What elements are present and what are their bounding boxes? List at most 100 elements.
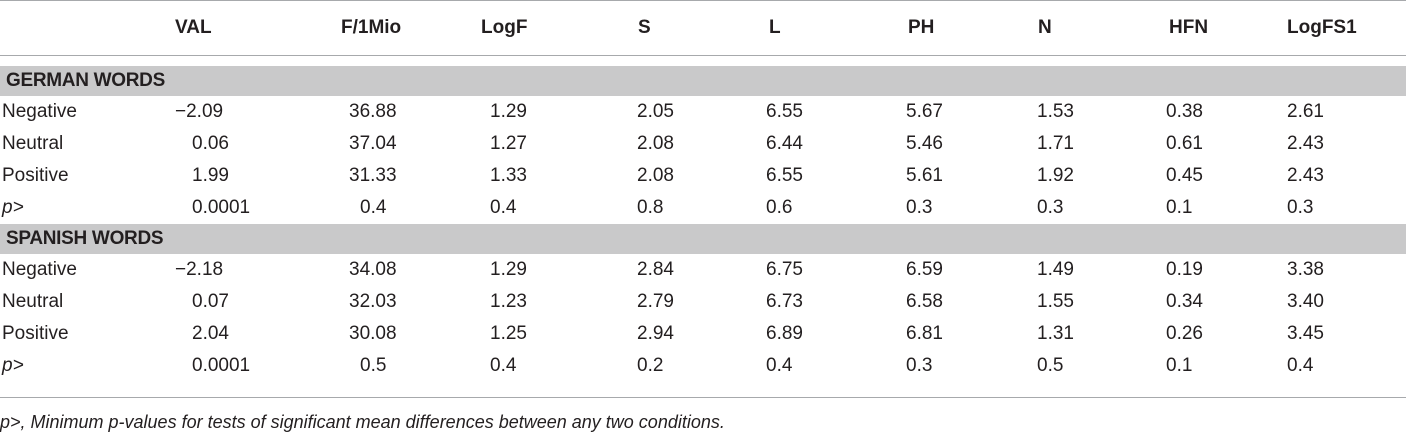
header-cell-empty (0, 0, 165, 56)
header-cell-l: L (758, 0, 898, 56)
cell-l: 6.75 (766, 259, 803, 280)
section-title: GERMAN WORDS (0, 66, 1406, 96)
row-label: p> (2, 197, 24, 218)
row-label: Negative (2, 259, 77, 280)
cell-logfs1: 2.61 (1287, 101, 1324, 122)
cell-ph: 6.58 (906, 291, 943, 312)
cell-s: 2.84 (637, 259, 674, 280)
cell-f1mio: 32.03 (349, 291, 397, 312)
table-footnote: p>, Minimum p-values for tests of signif… (0, 397, 1406, 433)
cell-n: 0.3 (1037, 197, 1064, 218)
row-label: Neutral (2, 291, 64, 312)
table-row: Neutral 0.07 32.03 1.23 2.79 6.73 6.58 1… (0, 286, 1406, 318)
cell-n: 1.92 (1037, 165, 1074, 186)
cell-s: 2.08 (637, 165, 674, 186)
header-cell-f1mio: F/1Mio (335, 0, 481, 56)
cell-s: 2.79 (637, 291, 674, 312)
cell-s: 0.2 (637, 355, 664, 376)
cell-val: 0.0001 (192, 355, 251, 376)
cell-ph: 5.46 (906, 133, 943, 154)
header-cell-val: VAL (165, 0, 335, 56)
table-row: Neutral 0.06 37.04 1.27 2.08 6.44 5.46 1… (0, 128, 1406, 160)
cell-l: 6.73 (766, 291, 803, 312)
header-cell-logf: LogF (481, 0, 627, 56)
header-cell-n: N (1024, 0, 1154, 56)
row-label: Negative (2, 101, 77, 122)
cell-logfs1: 0.4 (1287, 355, 1314, 376)
cell-logf: 0.4 (490, 197, 517, 218)
table-row: Positive 2.04 30.08 1.25 2.94 6.89 6.81 … (0, 318, 1406, 350)
cell-ph: 5.61 (906, 165, 943, 186)
cell-ph: 0.3 (906, 355, 933, 376)
cell-logf: 1.25 (490, 323, 527, 344)
cell-s: 2.05 (637, 101, 674, 122)
header-row: VAL F/1Mio LogF S L PH N HFN LogFS1 (0, 0, 1406, 56)
section-header-spanish: SPANISH WORDS (0, 224, 1406, 254)
cell-n: 1.31 (1037, 323, 1074, 344)
cell-hfn: 0.34 (1166, 291, 1203, 312)
cell-logf: 1.29 (490, 259, 527, 280)
cell-val: 0.0001 (192, 197, 251, 218)
section-title: SPANISH WORDS (0, 224, 1406, 254)
cell-val: 1.99 (192, 165, 229, 186)
header-cell-s: S (627, 0, 758, 56)
header-cell-ph: PH (898, 0, 1024, 56)
cell-logf: 0.4 (490, 355, 517, 376)
cell-l: 6.89 (766, 323, 803, 344)
cell-f1mio: 0.5 (360, 355, 387, 376)
cell-ph: 5.67 (906, 101, 943, 122)
cell-hfn: 0.38 (1166, 101, 1203, 122)
cell-logfs1: 3.38 (1287, 259, 1324, 280)
table-row: Positive 1.99 31.33 1.33 2.08 6.55 5.61 … (0, 160, 1406, 192)
header-cell-hfn: HFN (1154, 0, 1279, 56)
cell-ph: 0.3 (906, 197, 933, 218)
cell-val: 0.06 (192, 133, 229, 154)
cell-l: 6.55 (766, 101, 803, 122)
cell-logf: 1.29 (490, 101, 527, 122)
cell-logfs1: 2.43 (1287, 165, 1324, 186)
cell-hfn: 0.1 (1166, 197, 1193, 218)
cell-hfn: 0.61 (1166, 133, 1203, 154)
table-row: Negative −2.18 34.08 1.29 2.84 6.75 6.59… (0, 254, 1406, 286)
cell-val: −2.09 (175, 101, 224, 122)
cell-n: 1.55 (1037, 291, 1074, 312)
table-row: p> 0.0001 0.5 0.4 0.2 0.4 0.3 0.5 0.1 0.… (0, 350, 1406, 382)
data-table: VAL F/1Mio LogF S L PH N HFN LogFS1 GERM… (0, 0, 1406, 382)
cell-s: 2.94 (637, 323, 674, 344)
table-row: p> 0.0001 0.4 0.4 0.8 0.6 0.3 0.3 0.1 0.… (0, 192, 1406, 224)
cell-f1mio: 31.33 (349, 165, 397, 186)
section-header-german: GERMAN WORDS (0, 66, 1406, 96)
cell-ph: 6.81 (906, 323, 943, 344)
cell-hfn: 0.45 (1166, 165, 1203, 186)
cell-hfn: 0.19 (1166, 259, 1203, 280)
cell-logfs1: 3.45 (1287, 323, 1324, 344)
cell-l: 0.6 (766, 197, 793, 218)
cell-logf: 1.33 (490, 165, 527, 186)
cell-f1mio: 0.4 (360, 197, 387, 218)
cell-logfs1: 0.3 (1287, 197, 1314, 218)
cell-l: 6.44 (766, 133, 803, 154)
cell-f1mio: 34.08 (349, 259, 397, 280)
header-cell-logfs1: LogFS1 (1279, 0, 1406, 56)
cell-n: 1.71 (1037, 133, 1074, 154)
cell-s: 2.08 (637, 133, 674, 154)
cell-logfs1: 2.43 (1287, 133, 1324, 154)
cell-val: −2.18 (175, 259, 224, 280)
row-label: Positive (2, 165, 69, 186)
cell-s: 0.8 (637, 197, 664, 218)
row-label: Positive (2, 323, 69, 344)
cell-n: 1.53 (1037, 101, 1074, 122)
cell-ph: 6.59 (906, 259, 943, 280)
cell-logf: 1.27 (490, 133, 527, 154)
cell-hfn: 0.1 (1166, 355, 1193, 376)
cell-hfn: 0.26 (1166, 323, 1203, 344)
cell-logf: 1.23 (490, 291, 527, 312)
cell-n: 0.5 (1037, 355, 1064, 376)
cell-f1mio: 30.08 (349, 323, 397, 344)
cell-l: 0.4 (766, 355, 793, 376)
cell-f1mio: 37.04 (349, 133, 397, 154)
row-label: p> (2, 355, 24, 376)
cell-logfs1: 3.40 (1287, 291, 1324, 312)
cell-val: 0.07 (192, 291, 229, 312)
cell-f1mio: 36.88 (349, 101, 397, 122)
